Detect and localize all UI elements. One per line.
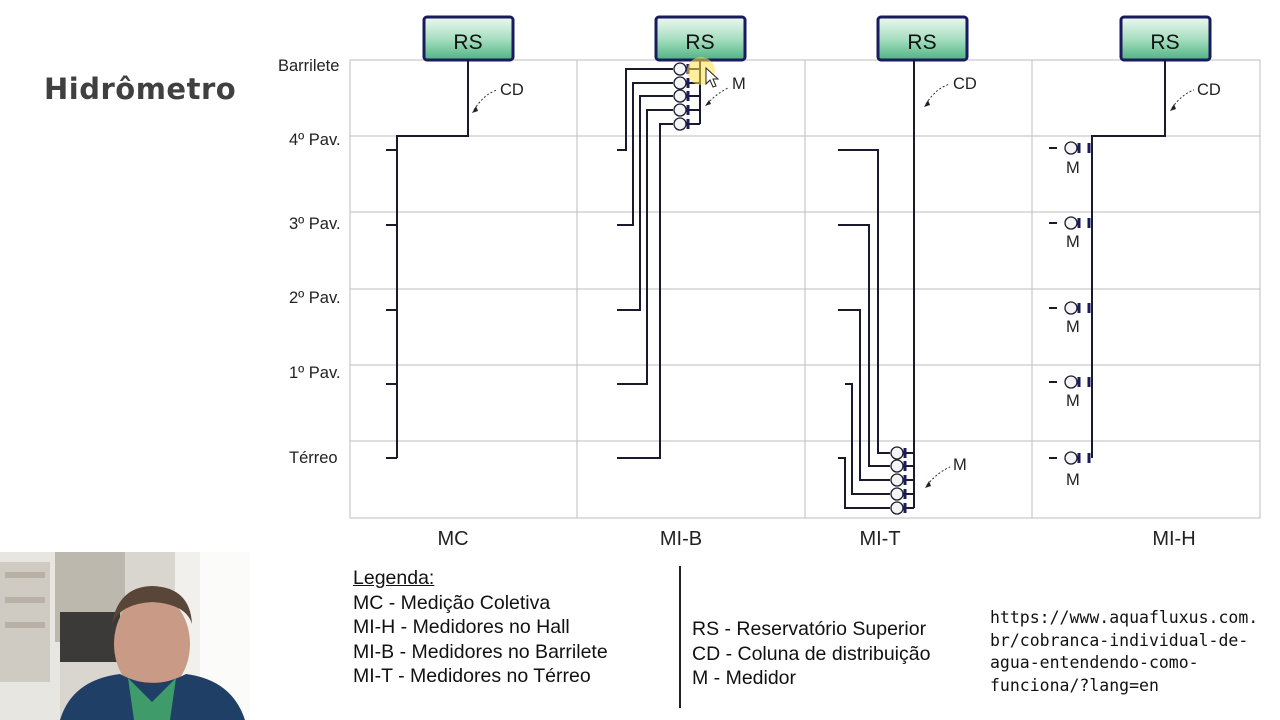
reservoir-mi-t: RS: [876, 15, 969, 62]
floor-label-4: 4º Pav.: [289, 131, 341, 149]
cd-label-mi-h: CD: [1170, 81, 1221, 111]
m-label-mi-b: M: [705, 75, 746, 106]
floor-label-barrilete: Barrilete: [278, 57, 339, 75]
svg-text:CD: CD: [500, 81, 524, 99]
mc-piping: [386, 60, 469, 459]
reservoir-mi-h: RS: [1119, 15, 1212, 62]
svg-text:RS: RS: [1150, 31, 1179, 54]
column-label-mi-b: MI-B: [660, 528, 702, 550]
legend-item-cd: CD - Coluna de distribuição: [692, 642, 931, 665]
mi-h-piping: [1049, 60, 1166, 459]
legend-item-mc: MC - Medição Coletiva: [353, 591, 551, 614]
legend-item-mi-t: MI-T - Medidores no Térreo: [353, 665, 591, 688]
slide-title: Hidrômetro: [44, 72, 237, 106]
svg-text:RS: RS: [685, 31, 714, 54]
svg-text:CD: CD: [953, 75, 977, 93]
legend-item-mi-b: MI-B - Medidores no Barrilete: [353, 640, 608, 663]
reservoir-mi-b: RS: [654, 15, 747, 62]
svg-text:RS: RS: [453, 31, 482, 54]
legend-divider: [679, 566, 681, 708]
mouse-cursor-icon: [705, 66, 720, 88]
column-label-mi-h: MI-H: [1152, 528, 1195, 550]
m-label-mi-h-3: M: [1066, 233, 1080, 251]
legend-left: Legenda: MC - Medição Coletiva MI-H - Me…: [353, 566, 608, 689]
legend-item-mi-h: MI-H - Medidores no Hall: [353, 616, 570, 639]
cd-label-mc: CD: [472, 81, 524, 113]
floor-label-2: 2º Pav.: [289, 289, 341, 307]
svg-text:M: M: [732, 75, 746, 93]
floor-label-terreo: Térreo: [289, 449, 338, 467]
legend-right: RS - Reservatório Superior CD - Coluna d…: [692, 617, 930, 691]
legend-title: Legenda:: [353, 567, 435, 589]
reservoir-mc: RS: [422, 15, 515, 62]
m-label-mi-h-4: M: [1066, 159, 1080, 177]
column-label-mc: MC: [437, 528, 468, 550]
m-label-mi-h-1: M: [1066, 392, 1080, 410]
source-url: https://www.aquafluxus.com. br/cobranca-…: [990, 608, 1259, 695]
svg-text:RS: RS: [907, 31, 936, 54]
svg-text:M: M: [953, 456, 967, 474]
grid: [349, 59, 1261, 519]
metering-diagram: Barrilete 4º Pav. 3º Pav. 2º Pav. 1º Pav…: [278, 15, 1261, 550]
mi-b-meters: [673, 62, 687, 131]
legend-item-rs: RS - Reservatório Superior: [692, 618, 927, 640]
legend-item-m: M - Medidor: [692, 667, 797, 690]
column-label-mi-t: MI-T: [859, 528, 900, 550]
floor-label-3: 3º Pav.: [289, 215, 341, 233]
mi-t-meters: [890, 446, 904, 515]
floor-label-1: 1º Pav.: [289, 364, 341, 382]
m-label-mi-t: M: [925, 456, 967, 488]
mi-b-piping: [617, 60, 701, 459]
m-label-mi-h-2: M: [1066, 318, 1080, 336]
presenter-webcam: [0, 552, 250, 720]
m-label-mi-h-terreo: M: [1066, 471, 1080, 489]
cd-label-mi-t: CD: [924, 75, 977, 107]
svg-text:CD: CD: [1197, 81, 1221, 99]
mi-h-meters: [1064, 141, 1078, 465]
